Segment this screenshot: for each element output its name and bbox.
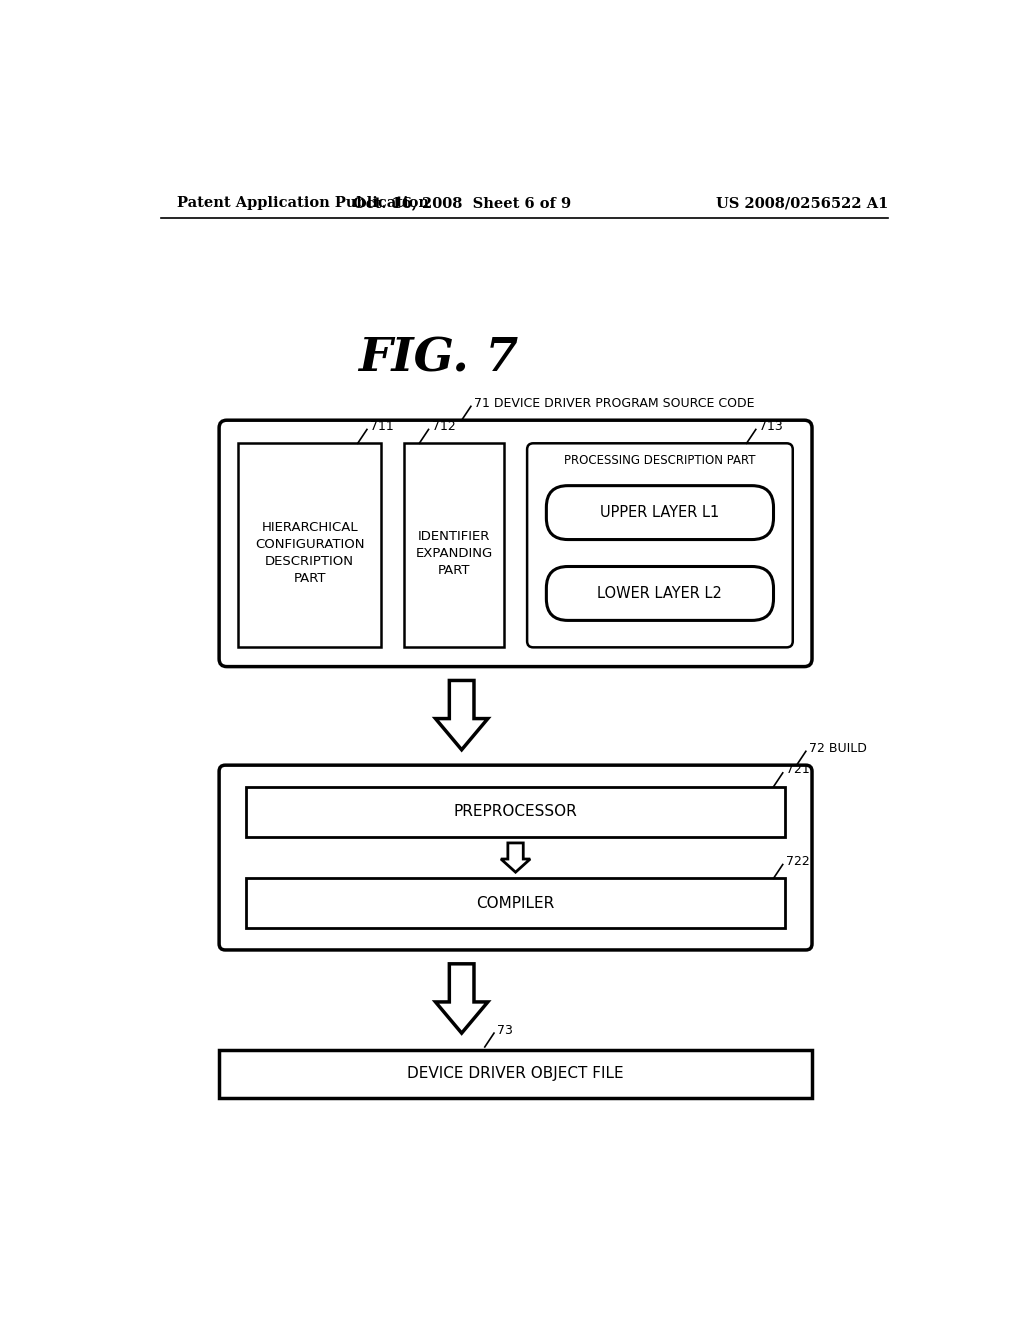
Bar bbox=[403, 444, 504, 647]
FancyBboxPatch shape bbox=[547, 486, 773, 540]
Text: Patent Application Publication: Patent Application Publication bbox=[177, 197, 429, 210]
Bar bbox=[219, 1051, 812, 1098]
Text: PREPROCESSOR: PREPROCESSOR bbox=[454, 804, 578, 820]
Text: IDENTIFIER
EXPANDING
PART: IDENTIFIER EXPANDING PART bbox=[416, 529, 493, 577]
Text: LOWER LAYER L2: LOWER LAYER L2 bbox=[597, 586, 722, 601]
Text: UPPER LAYER L1: UPPER LAYER L1 bbox=[600, 506, 720, 520]
Bar bbox=[246, 787, 785, 837]
Text: 713: 713 bbox=[759, 420, 782, 433]
FancyBboxPatch shape bbox=[527, 444, 793, 647]
Text: DEVICE DRIVER OBJECT FILE: DEVICE DRIVER OBJECT FILE bbox=[408, 1067, 624, 1081]
Text: 711: 711 bbox=[370, 420, 394, 433]
Text: Oct. 16, 2008  Sheet 6 of 9: Oct. 16, 2008 Sheet 6 of 9 bbox=[352, 197, 570, 210]
Bar bbox=[239, 444, 381, 647]
Text: 721: 721 bbox=[785, 763, 810, 776]
Text: 722: 722 bbox=[785, 855, 810, 869]
FancyBboxPatch shape bbox=[219, 420, 812, 667]
Text: US 2008/0256522 A1: US 2008/0256522 A1 bbox=[716, 197, 888, 210]
Text: COMPILER: COMPILER bbox=[476, 896, 555, 911]
Text: 73: 73 bbox=[497, 1023, 513, 1036]
Polygon shape bbox=[435, 964, 487, 1034]
Text: PROCESSING DESCRIPTION PART: PROCESSING DESCRIPTION PART bbox=[564, 454, 756, 467]
Text: HIERARCHICAL
CONFIGURATION
DESCRIPTION
PART: HIERARCHICAL CONFIGURATION DESCRIPTION P… bbox=[255, 521, 365, 585]
Text: 71 DEVICE DRIVER PROGRAM SOURCE CODE: 71 DEVICE DRIVER PROGRAM SOURCE CODE bbox=[474, 397, 755, 409]
Text: FIG. 7: FIG. 7 bbox=[358, 335, 519, 381]
Bar bbox=[246, 878, 785, 928]
Polygon shape bbox=[435, 681, 487, 750]
Text: 72 BUILD: 72 BUILD bbox=[809, 742, 866, 755]
Polygon shape bbox=[501, 843, 530, 873]
FancyBboxPatch shape bbox=[219, 766, 812, 950]
FancyBboxPatch shape bbox=[547, 566, 773, 620]
Text: 712: 712 bbox=[432, 420, 456, 433]
